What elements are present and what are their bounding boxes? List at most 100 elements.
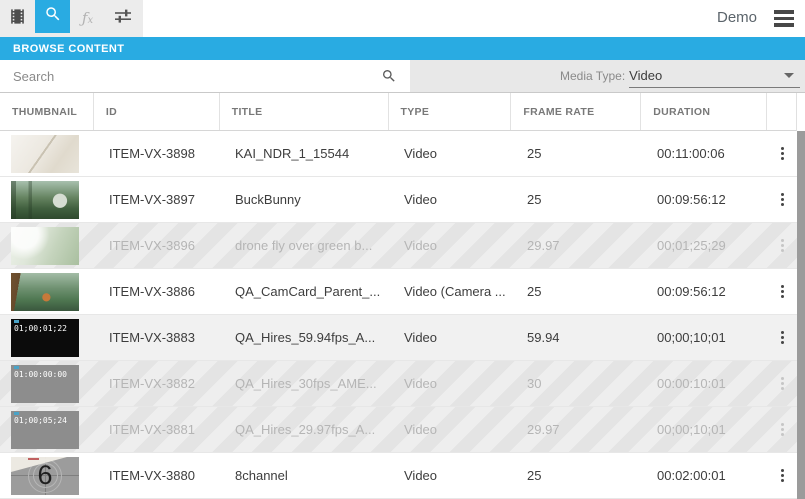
table-row[interactable]: 01;00;05;24 ITEM-VX-3881 QA_Hires_29.97f… [0, 407, 797, 453]
actions-cell [767, 187, 797, 211]
item-frame-rate: 29.97 [527, 422, 560, 437]
table-row[interactable]: 6 ITEM-VX-3880 8channel Video 25 00:02:0… [0, 453, 797, 499]
item-title: QA_Hires_29.97fps_A... [235, 422, 376, 437]
item-id: ITEM-VX-3897 [109, 192, 195, 207]
thumbnail[interactable] [11, 272, 79, 311]
actions-cell [767, 371, 797, 395]
filmstrip-button[interactable] [0, 0, 35, 37]
column-header-type[interactable]: TYPE [387, 93, 511, 130]
thumbnail[interactable] [11, 134, 79, 173]
thumbnail-cell [0, 272, 93, 311]
media-type-select[interactable]: Video [629, 64, 800, 88]
item-id: ITEM-VX-3880 [109, 468, 195, 483]
actions-cell [767, 417, 797, 441]
thumbnail-cell [0, 180, 93, 219]
actions-cell [767, 141, 797, 165]
table-body: ITEM-VX-3898 KAI_NDR_1_15544 Video 25 00… [0, 131, 797, 499]
item-id: ITEM-VX-3886 [109, 284, 195, 299]
kebab-menu-icon[interactable] [777, 187, 788, 211]
kebab-menu-icon[interactable] [777, 325, 788, 349]
kebab-menu-icon[interactable] [777, 371, 788, 395]
thumbnail[interactable] [11, 180, 79, 219]
item-duration: 00:09:56:12 [657, 284, 726, 299]
item-title: QA_CamCard_Parent_... [235, 284, 381, 299]
item-frame-rate: 59.94 [527, 330, 560, 345]
page-title: BROWSE CONTENT [13, 42, 125, 55]
item-duration: 00;00;10;01 [657, 330, 726, 345]
table-row[interactable]: ITEM-VX-3886 QA_CamCard_Parent_... Video… [0, 269, 797, 315]
table-row[interactable]: ITEM-VX-3896 drone fly over green b... V… [0, 223, 797, 269]
item-title: QA_Hires_59.94fps_A... [235, 330, 376, 345]
table-row[interactable]: ITEM-VX-3898 KAI_NDR_1_15544 Video 25 00… [0, 131, 797, 177]
filter-row: Media Type: Video [0, 60, 805, 93]
item-frame-rate: 25 [527, 284, 542, 299]
item-duration: 00;00;10;01 [657, 422, 726, 437]
item-type: Video [404, 330, 438, 345]
thumbnail-cell [0, 226, 93, 265]
item-title: 8channel [235, 468, 288, 483]
kebab-menu-icon[interactable] [777, 463, 788, 487]
column-header-actions [766, 93, 796, 130]
item-duration: 00:09:56:12 [657, 192, 726, 207]
item-id: ITEM-VX-3882 [109, 376, 195, 391]
item-frame-rate: 29.97 [527, 238, 560, 253]
thumbnail[interactable]: 01:00:00:00 [11, 364, 79, 403]
thumbnail[interactable] [11, 226, 79, 265]
column-header-duration[interactable]: DURATION [640, 93, 766, 130]
media-type-value: Video [629, 68, 663, 83]
column-header-thumbnail[interactable]: THUMBNAIL [12, 105, 78, 118]
item-type: Video [404, 238, 438, 253]
actions-cell [767, 233, 797, 257]
search-icon [44, 5, 62, 28]
thumbnail[interactable]: 01;00;01;22 [11, 318, 79, 357]
item-type: Video (Camera ... [404, 284, 506, 299]
item-type: Video [404, 422, 438, 437]
thumbnail-cell: 01;00;05;24 [0, 410, 93, 449]
item-frame-rate: 25 [527, 146, 542, 161]
column-header-title[interactable]: TITLE [218, 93, 388, 130]
kebab-menu-icon[interactable] [777, 279, 788, 303]
thumbnail-cell: 6 [0, 456, 93, 495]
thumbnail[interactable]: 6 [11, 456, 79, 495]
function-icon: ƒx [81, 9, 94, 27]
item-duration: 00:00:10:01 [657, 376, 726, 391]
user-menu-label[interactable]: Demo [716, 9, 757, 26]
vertical-scrollbar[interactable] [797, 131, 805, 499]
kebab-menu-icon[interactable] [777, 233, 788, 257]
kebab-menu-icon[interactable] [777, 141, 788, 165]
item-type: Video [404, 146, 438, 161]
item-type: Video [404, 468, 438, 483]
item-title: KAI_NDR_1_15544 [235, 146, 350, 161]
item-id: ITEM-VX-3881 [109, 422, 195, 437]
search-submit-icon[interactable] [381, 68, 397, 89]
item-duration: 00:11:00:06 [657, 146, 725, 161]
table-row[interactable]: ITEM-VX-3897 BuckBunny Video 25 00:09:56… [0, 177, 797, 223]
media-type-filter: Media Type: Video [410, 60, 805, 92]
column-header-frame-rate[interactable]: FRAME RATE [510, 93, 640, 130]
sliders-icon [113, 6, 133, 31]
table-row[interactable]: 01;00;01;22 ITEM-VX-3883 QA_Hires_59.94f… [0, 315, 797, 361]
browse-content-bar: BROWSE CONTENT [0, 37, 805, 60]
search-input[interactable] [0, 68, 410, 84]
search-tab-button[interactable] [35, 0, 70, 33]
item-title: QA_Hires_30fps_AME... [235, 376, 377, 391]
table-row[interactable]: 01:00:00:00 ITEM-VX-3882 QA_Hires_30fps_… [0, 361, 797, 407]
item-duration: 00:02:00:01 [657, 468, 726, 483]
item-id: ITEM-VX-3896 [109, 238, 195, 253]
thumbnail[interactable]: 01;00;05;24 [11, 410, 79, 449]
hamburger-menu-icon[interactable] [774, 10, 794, 27]
item-frame-rate: 30 [527, 376, 542, 391]
sliders-button[interactable] [105, 0, 140, 37]
toolbar-icon-group: ƒx [0, 0, 143, 37]
item-duration: 00;01;25;29 [657, 238, 726, 253]
column-header-id[interactable]: ID [92, 93, 219, 130]
item-frame-rate: 25 [527, 468, 542, 483]
item-id: ITEM-VX-3883 [109, 330, 195, 345]
item-frame-rate: 25 [527, 192, 542, 207]
media-type-label: Media Type: [560, 69, 626, 83]
kebab-menu-icon[interactable] [777, 417, 788, 441]
item-type: Video [404, 192, 438, 207]
thumbnail-cell: 01:00:00:00 [0, 364, 93, 403]
item-title: BuckBunny [235, 192, 301, 207]
function-button[interactable]: ƒx [70, 0, 105, 37]
